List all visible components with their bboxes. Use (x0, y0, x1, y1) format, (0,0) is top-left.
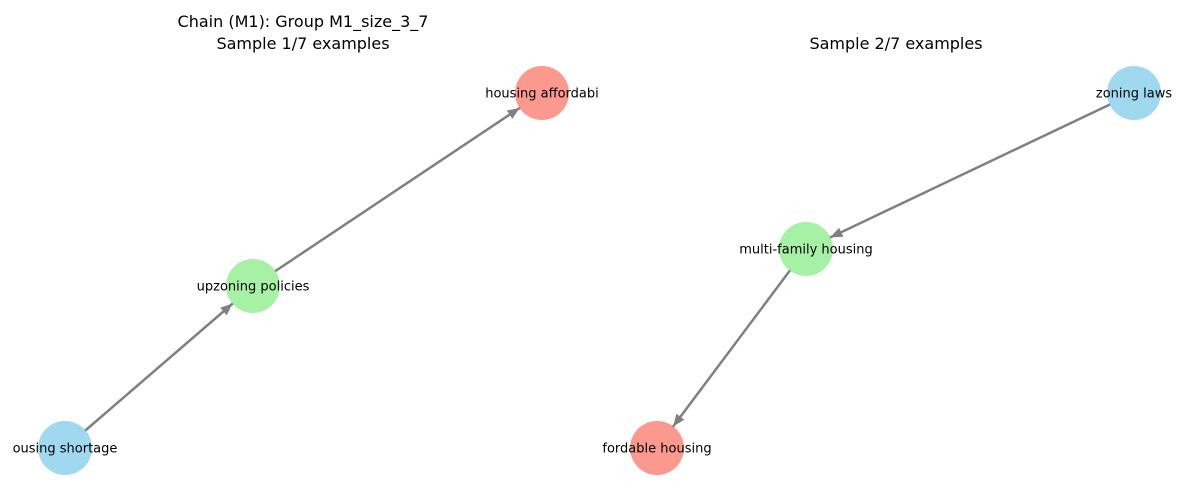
graph-node: zoning laws (1096, 66, 1172, 120)
panel-sample-1: Chain (M1): Group M1_size_3_7 Sample 1/7 … (13, 12, 599, 475)
edge-line (829, 103, 1111, 239)
node-label: fordable housing (602, 442, 711, 457)
node-label: housing affordabi (485, 87, 599, 102)
edge-arrow (829, 103, 1111, 239)
edge-arrowhead (506, 107, 520, 119)
edge-line (84, 302, 234, 432)
edge-arrow (274, 106, 521, 273)
graph-node: upzoning policies (197, 259, 310, 313)
graph-node: fordable housing (602, 421, 712, 475)
node-label: ousing shortage (13, 442, 118, 457)
edge-arrowhead (220, 303, 233, 316)
panel-sample-2: Sample 2/7 examples zoning laws multi-fami… (602, 34, 1172, 475)
graph-node: housing affordabi (485, 66, 599, 120)
node-label: upzoning policies (197, 280, 310, 295)
edge-arrow (671, 269, 792, 428)
edge-arrowhead (830, 227, 844, 238)
panel-title-line: Chain (M1): Group M1_size_3_7 (178, 12, 429, 32)
node-circle (630, 421, 684, 475)
panel-title-line: Sample 1/7 examples (216, 34, 389, 53)
edge-line (274, 106, 521, 273)
edge-arrowhead (673, 413, 685, 427)
node-circle (515, 66, 569, 120)
node-circle (226, 259, 280, 313)
edge-arrow (84, 302, 234, 432)
node-label: zoning laws (1096, 87, 1172, 102)
node-circle (779, 222, 833, 276)
graph-node: multi-family housing (739, 222, 873, 276)
panel-title-line: Sample 2/7 examples (809, 34, 982, 53)
node-label: multi-family housing (739, 243, 872, 258)
node-circle (38, 421, 92, 475)
graph-node: ousing shortage (13, 421, 118, 475)
node-circle (1107, 66, 1161, 120)
edge-line (671, 269, 792, 428)
